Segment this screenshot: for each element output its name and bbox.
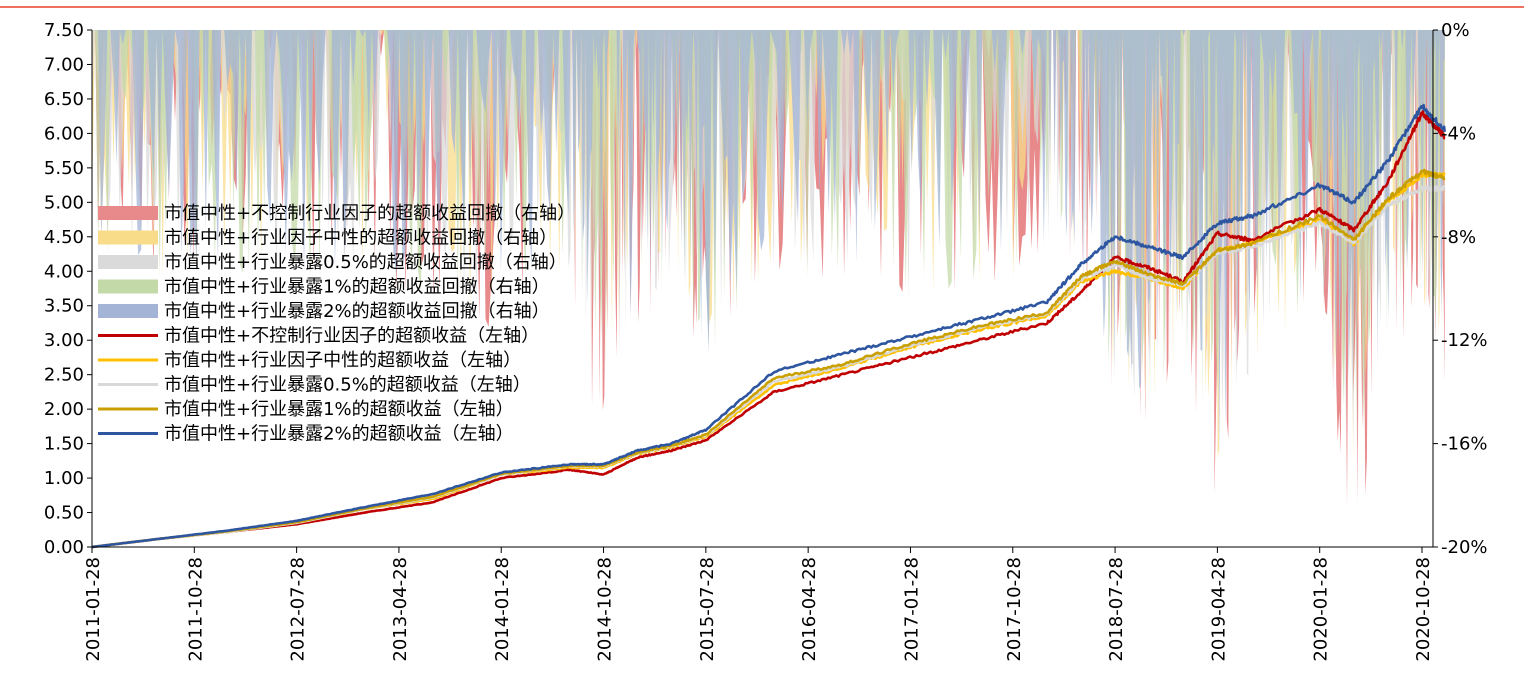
legend-swatch-area [98, 279, 158, 294]
series-line-5 [91, 103, 1446, 549]
y2-tick-label: -8% [1441, 227, 1476, 248]
y-tick-label: 4.50 [44, 227, 84, 248]
x-tick-label: 2017-10-28 [1004, 557, 1025, 662]
x-tick-label: 2018-07-28 [1106, 557, 1127, 662]
drawdown-area-layer [92, 30, 1445, 508]
y-tick-label: 5.00 [44, 192, 84, 213]
y-tick-label: 4.00 [44, 261, 84, 282]
x-tick-label: 2020-10-28 [1413, 557, 1434, 662]
legend-label: 市值中性+不控制行业因子的超额收益（左轴） [164, 326, 539, 347]
legend-label: 市值中性+行业因子中性的超额收益回撤（右轴） [164, 228, 557, 249]
y2-tick-label: -16% [1441, 434, 1488, 455]
y-tick-label: 2.00 [44, 399, 84, 420]
x-tick-label: 2011-10-28 [185, 557, 206, 662]
y-tick-label: 6.50 [44, 89, 84, 110]
y2-tick-label: -20% [1441, 537, 1488, 558]
legend-swatch-area [98, 255, 158, 269]
y-tick-label: 2.50 [44, 365, 84, 386]
excess-return-line-layer [91, 103, 1446, 549]
legend-swatch-area [98, 304, 158, 318]
x-tick-label: 2014-10-28 [595, 557, 616, 662]
series-line-1 [91, 110, 1446, 549]
legend-label: 市值中性+行业暴露2%的超额收益回撤（右轴） [164, 301, 550, 322]
legend-label: 市值中性+不控制行业因子的超额收益回撤（右轴） [164, 203, 575, 224]
y-tick-label: 7.50 [44, 20, 84, 41]
x-tick-label: 2012-07-28 [288, 557, 309, 662]
y-tick-label: 3.00 [44, 330, 84, 351]
x-tick-label: 2015-07-28 [697, 557, 718, 662]
y-tick-label: 5.50 [44, 158, 84, 179]
legend-label: 市值中性+行业暴露1%的超额收益回撤（右轴） [164, 277, 550, 298]
y-tick-label: 0.00 [44, 537, 84, 558]
legend: 市值中性+不控制行业因子的超额收益回撤（右轴） 市值中性+行业因子中性的超额收益回… [98, 203, 575, 445]
legend-label: 市值中性+行业暴露1%的超额收益（左轴） [164, 399, 514, 420]
y2-tick-label: 0% [1441, 20, 1470, 41]
x-tick-label: 2014-01-28 [492, 557, 513, 662]
legend-label: 市值中性+行业因子中性的超额收益（左轴） [164, 350, 521, 371]
y2-tick-label: -12% [1441, 330, 1488, 351]
x-tick-label: 2020-01-28 [1311, 557, 1332, 662]
legend-swatch-area [98, 206, 158, 220]
drawdown-area-5 [92, 30, 1445, 454]
legend-label: 市值中性+行业暴露0.5%的超额收益回撤（右轴） [164, 252, 567, 273]
y-tick-label: 0.50 [44, 503, 84, 524]
x-tick-label: 2011-01-28 [83, 557, 104, 662]
x-tick-label: 2019-04-28 [1208, 557, 1229, 662]
y-tick-label: 7.00 [44, 54, 84, 75]
y-tick-label: 1.50 [44, 434, 84, 455]
legend-swatch-area [98, 230, 158, 245]
y-tick-label: 1.00 [44, 468, 84, 489]
x-tick-label: 2016-04-28 [799, 557, 820, 662]
legend-label: 市值中性+行业暴露2%的超额收益（左轴） [164, 424, 514, 445]
y2-tick-label: -4% [1441, 123, 1476, 144]
legend-label: 市值中性+行业暴露0.5%的超额收益（左轴） [164, 375, 531, 396]
x-tick-label: 2013-04-28 [390, 557, 411, 662]
x-tick-label: 2017-01-28 [901, 557, 922, 662]
y-tick-label: 3.50 [44, 296, 84, 317]
series-line-4 [91, 168, 1446, 549]
y-tick-label: 6.00 [44, 123, 84, 144]
axes: 0.00 0.50 1.00 1.50 2.00 2.50 3.00 3.50 4.00 4.50… [44, 20, 1488, 662]
